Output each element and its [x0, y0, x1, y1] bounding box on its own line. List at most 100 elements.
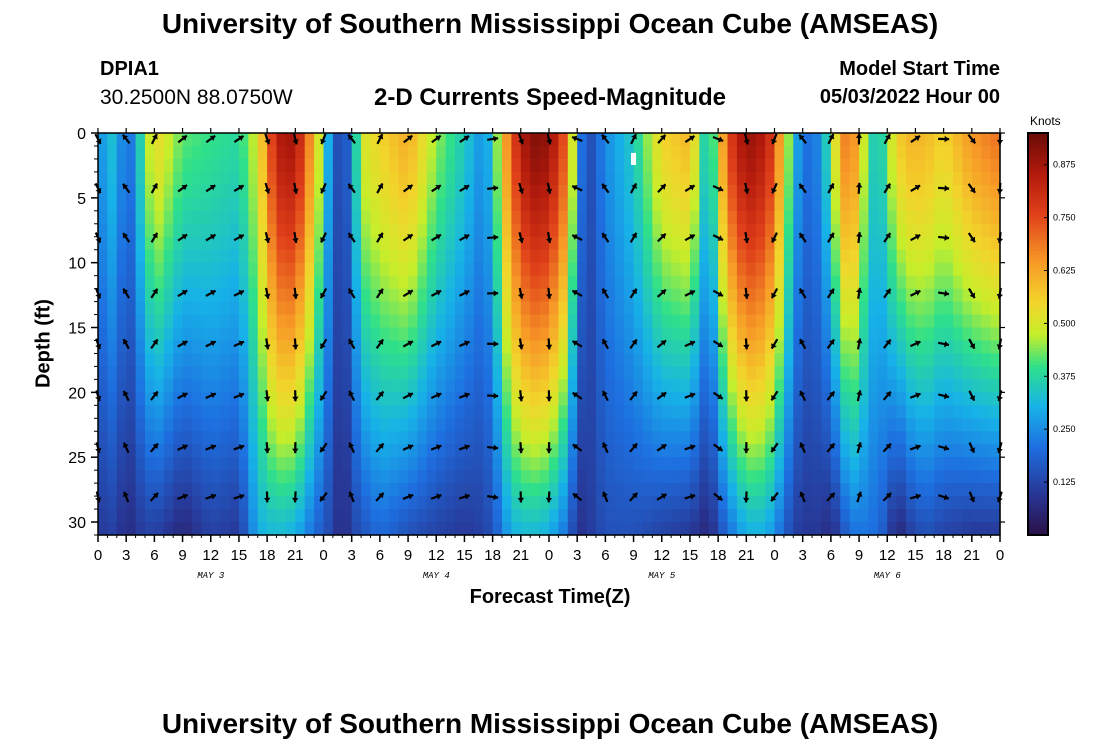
heatmap-cell	[464, 275, 475, 290]
heatmap-cell	[398, 431, 409, 445]
heatmap-cell	[220, 301, 231, 316]
current-arrow	[233, 493, 245, 500]
current-arrow	[684, 289, 696, 297]
heatmap-cell	[483, 444, 494, 458]
heatmap-cell	[783, 340, 794, 355]
heatmap-cell	[436, 457, 447, 471]
current-arrow	[910, 184, 921, 193]
colorbar-step	[1028, 179, 1048, 184]
heatmap-cell	[173, 145, 184, 160]
colorbar-step	[1028, 156, 1048, 161]
heatmap-cell	[398, 197, 409, 212]
heatmap-cell	[661, 327, 672, 342]
heatmap-cell	[417, 145, 428, 160]
heatmap-cell	[812, 496, 823, 510]
current-arrow-head	[348, 134, 354, 141]
heatmap-cell	[492, 340, 503, 355]
current-arrow-head	[689, 290, 695, 296]
heatmap-cell	[220, 314, 231, 329]
heatmap-cell	[98, 301, 108, 316]
heatmap-cell	[257, 236, 268, 251]
heatmap-cell	[765, 444, 776, 458]
heatmap-cell	[191, 171, 202, 186]
heatmap-cell	[624, 405, 635, 419]
heatmap-cell	[812, 418, 823, 432]
heatmap-cell	[173, 509, 184, 523]
colorbar-step	[1028, 193, 1048, 198]
heatmap-cell	[821, 314, 832, 329]
heatmap-cell	[906, 470, 917, 484]
colorbar-step	[1028, 498, 1048, 503]
heatmap-cell	[417, 327, 428, 342]
current-arrow	[856, 287, 863, 299]
current-arrow-head	[436, 493, 442, 500]
colorbar-tick-label: 0.875	[1053, 160, 1076, 170]
heatmap-cell	[624, 483, 635, 497]
heatmap-cell	[877, 288, 888, 303]
current-arrow	[910, 289, 921, 297]
heatmap-cell	[586, 431, 597, 445]
heatmap-cell	[887, 210, 898, 225]
y-tick-label: 25	[68, 450, 86, 467]
heatmap-cell	[116, 210, 127, 225]
heatmap-cell	[539, 145, 550, 160]
current-arrow	[743, 182, 750, 194]
heatmap-cell	[267, 145, 278, 160]
heatmap-cell	[144, 158, 155, 173]
heatmap-cell	[530, 275, 541, 290]
colorbar-step	[1028, 447, 1048, 452]
heatmap-cell	[896, 457, 907, 471]
heatmap-cell	[595, 418, 606, 432]
heatmap-cell	[924, 133, 935, 147]
heatmap-cell	[943, 366, 954, 380]
heatmap-cell	[201, 133, 212, 147]
heatmap-cell	[642, 301, 653, 316]
heatmap-cell	[605, 496, 616, 510]
current-arrow	[968, 338, 976, 350]
current-arrow-head	[493, 493, 499, 501]
heatmap-cell	[238, 418, 249, 432]
colorbar-step	[1028, 488, 1048, 493]
heatmap-cell	[173, 496, 184, 510]
heatmap-cell	[332, 249, 343, 264]
heatmap-cell	[802, 236, 813, 251]
current-arrow-head	[944, 290, 950, 297]
heatmap-cell	[896, 275, 907, 290]
heatmap-cell	[812, 158, 823, 173]
heatmap-cell	[257, 470, 268, 484]
heatmap-cell	[304, 314, 315, 329]
current-arrow-head	[969, 292, 976, 299]
heatmap-cell	[783, 444, 794, 458]
heatmap-cell	[473, 145, 484, 160]
heatmap-cell	[210, 314, 221, 329]
heatmap-cell	[436, 496, 447, 510]
current-arrow	[402, 184, 414, 193]
heatmap-cell	[633, 431, 644, 445]
heatmap-cell	[520, 405, 531, 419]
current-arrow-head	[545, 396, 553, 402]
heatmap-cell	[229, 405, 240, 419]
heatmap-cell	[812, 133, 823, 147]
heatmap-cell	[943, 210, 954, 225]
heatmap-cell	[182, 314, 193, 329]
current-arrow	[177, 233, 188, 242]
heatmap-cell	[464, 418, 475, 432]
heatmap-cell	[426, 470, 437, 484]
heatmap-cell	[116, 236, 127, 251]
heatmap-cell	[492, 184, 503, 199]
current-arrow-head	[464, 493, 470, 500]
colorbar-step	[1028, 253, 1048, 258]
heatmap-cell	[962, 483, 973, 497]
current-arrow-head	[435, 185, 441, 191]
heatmap-cell	[943, 327, 954, 342]
heatmap-cell	[906, 418, 917, 432]
heatmap-cell	[135, 522, 146, 536]
heatmap-cell	[727, 301, 738, 316]
heatmap-cell	[774, 133, 785, 147]
heatmap-cell	[229, 184, 240, 199]
heatmap-cell	[511, 249, 522, 264]
current-arrow-head	[856, 491, 863, 497]
heatmap-cell	[877, 496, 888, 510]
heatmap-cell	[154, 275, 165, 290]
heatmap-cell	[126, 392, 137, 406]
